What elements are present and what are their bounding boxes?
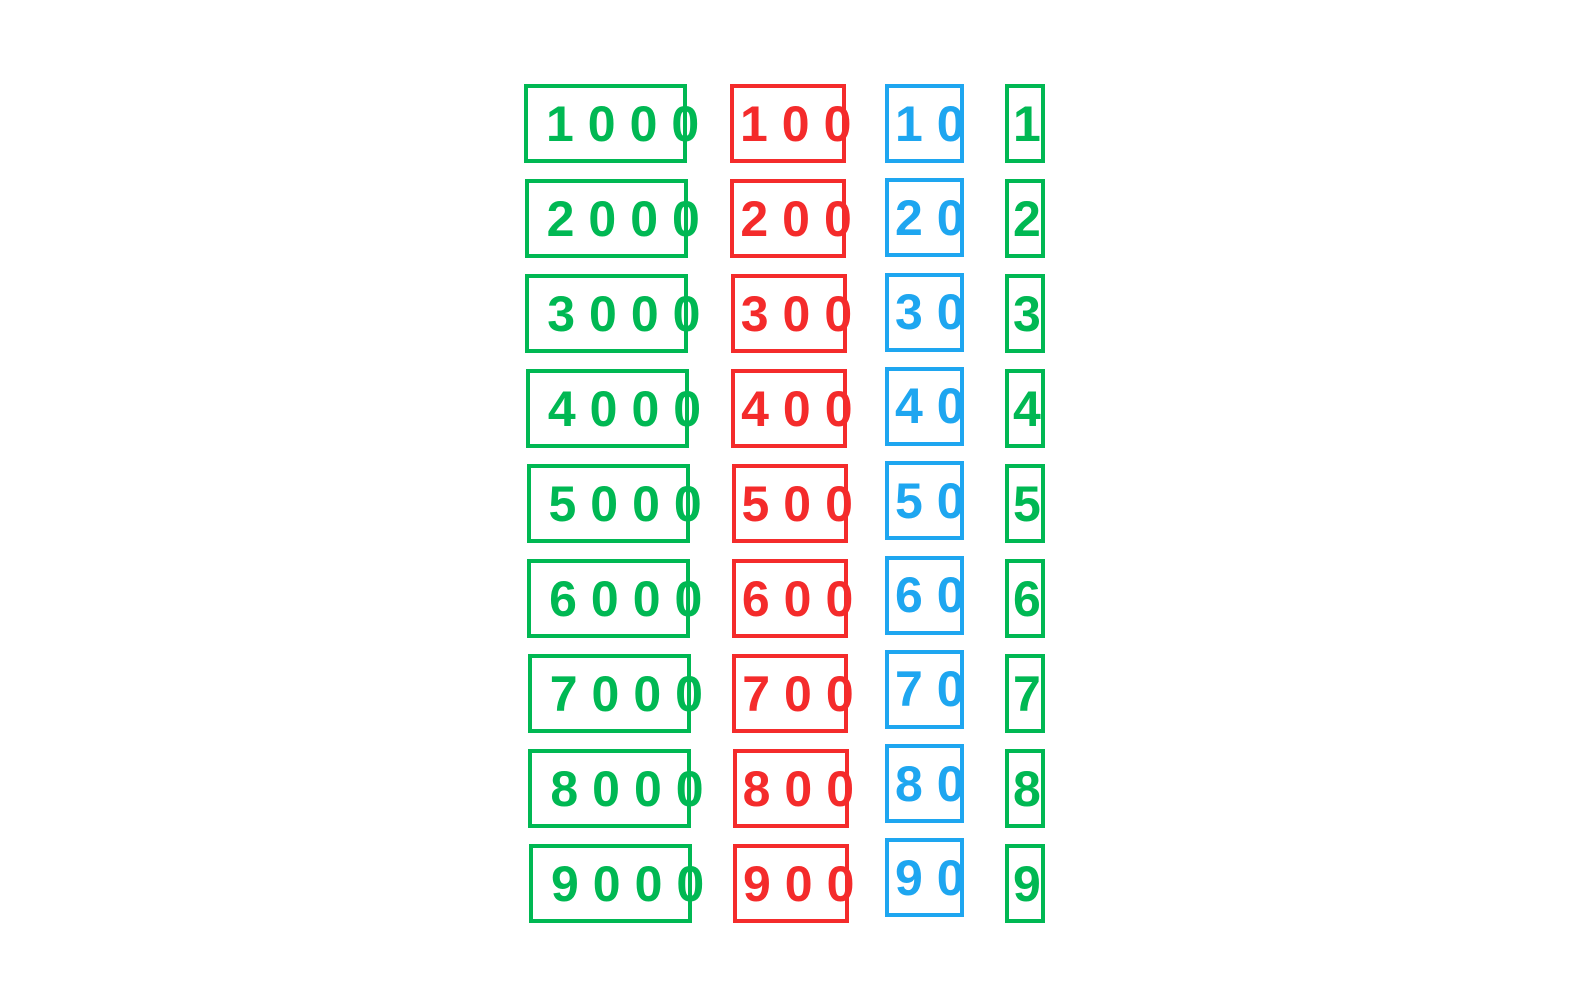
number-card-tens: 20 bbox=[885, 178, 965, 258]
number-card-thousands: 8000 bbox=[528, 749, 704, 828]
number-card-value: 800 bbox=[742, 760, 869, 817]
number-card-value: 7 bbox=[1013, 665, 1055, 722]
number-card-value: 1 bbox=[1013, 95, 1055, 152]
number-card-value: 2000 bbox=[546, 190, 714, 247]
number-card-thousands: 2000 bbox=[524, 179, 700, 258]
number-card-value: 700 bbox=[742, 665, 868, 722]
number-card-tens: 80 bbox=[885, 744, 965, 824]
number-card-tens: 40 bbox=[885, 366, 965, 446]
number-card-value: 5000 bbox=[548, 475, 716, 532]
number-card-value: 90 bbox=[895, 849, 979, 906]
number-card-hundreds: 400 bbox=[731, 369, 853, 448]
number-card-thousands: 7000 bbox=[527, 654, 703, 733]
number-card-tens: 60 bbox=[885, 555, 965, 635]
number-card-ones: 6 bbox=[1005, 559, 1045, 638]
number-card-value: 500 bbox=[741, 475, 867, 532]
number-card-ones: 8 bbox=[1005, 749, 1045, 828]
number-card-tens: 10 bbox=[885, 84, 965, 163]
number-card-tens: 90 bbox=[885, 838, 965, 918]
number-card-thousands: 5000 bbox=[526, 464, 702, 543]
number-card-value: 1000 bbox=[546, 95, 714, 152]
number-card-value: 300 bbox=[740, 285, 867, 342]
number-card-ones: 1 bbox=[1005, 84, 1045, 163]
number-card-value: 20 bbox=[895, 189, 979, 246]
number-card-tens: 50 bbox=[885, 461, 965, 541]
number-card-value: 8 bbox=[1013, 760, 1055, 817]
number-card-value: 60 bbox=[895, 567, 979, 623]
number-card-ones: 2 bbox=[1005, 179, 1045, 258]
number-card-value: 9000 bbox=[551, 855, 719, 912]
number-card-value: 900 bbox=[743, 855, 869, 912]
number-card-value: 6 bbox=[1013, 570, 1055, 627]
number-card-thousands: 6000 bbox=[527, 559, 702, 638]
number-card-value: 400 bbox=[741, 380, 867, 437]
number-card-value: 600 bbox=[741, 570, 868, 627]
number-card-thousands: 1000 bbox=[524, 84, 699, 163]
number-card-tens: 30 bbox=[885, 272, 965, 352]
number-card-hundreds: 600 bbox=[731, 559, 853, 638]
number-card-value: 100 bbox=[740, 95, 866, 152]
number-card-hundreds: 200 bbox=[730, 179, 852, 258]
number-card-thousands: 4000 bbox=[525, 369, 701, 448]
number-card-value: 4 bbox=[1013, 380, 1055, 437]
number-card-value: 3000 bbox=[547, 285, 715, 342]
number-card-ones: 5 bbox=[1005, 464, 1045, 543]
number-card-hundreds: 800 bbox=[732, 749, 854, 828]
number-card-hundreds: 700 bbox=[732, 654, 854, 733]
number-card-thousands: 3000 bbox=[525, 274, 700, 353]
number-card-value: 200 bbox=[740, 190, 866, 247]
number-card-ones: 4 bbox=[1005, 369, 1045, 448]
number-card-ones: 3 bbox=[1005, 274, 1045, 353]
number-card-value: 2 bbox=[1013, 190, 1055, 247]
number-card-value: 4000 bbox=[547, 380, 716, 437]
number-card-value: 10 bbox=[895, 95, 979, 152]
number-card-value: 9 bbox=[1013, 855, 1055, 912]
number-card-value: 70 bbox=[895, 661, 979, 718]
number-card-hundreds: 100 bbox=[730, 84, 851, 163]
number-card-value: 30 bbox=[895, 284, 979, 341]
number-card-tens: 70 bbox=[885, 649, 965, 729]
number-card-value: 6000 bbox=[549, 570, 717, 627]
number-card-value: 5 bbox=[1013, 475, 1055, 532]
number-card-thousands: 9000 bbox=[529, 844, 704, 923]
number-card-hundreds: 300 bbox=[730, 274, 852, 353]
number-card-ones: 7 bbox=[1005, 654, 1045, 733]
number-card-value: 3 bbox=[1013, 285, 1055, 342]
number-card-ones: 9 bbox=[1005, 844, 1045, 923]
number-card-hundreds: 900 bbox=[733, 844, 854, 923]
number-card-value: 80 bbox=[895, 755, 979, 812]
number-card-hundreds: 500 bbox=[731, 464, 853, 543]
number-card-value: 7000 bbox=[549, 665, 717, 722]
number-card-value: 8000 bbox=[550, 760, 718, 817]
number-card-value: 50 bbox=[895, 472, 979, 529]
number-card-value: 40 bbox=[895, 378, 979, 435]
